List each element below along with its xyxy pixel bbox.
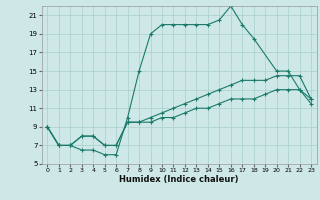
X-axis label: Humidex (Indice chaleur): Humidex (Indice chaleur)	[119, 175, 239, 184]
